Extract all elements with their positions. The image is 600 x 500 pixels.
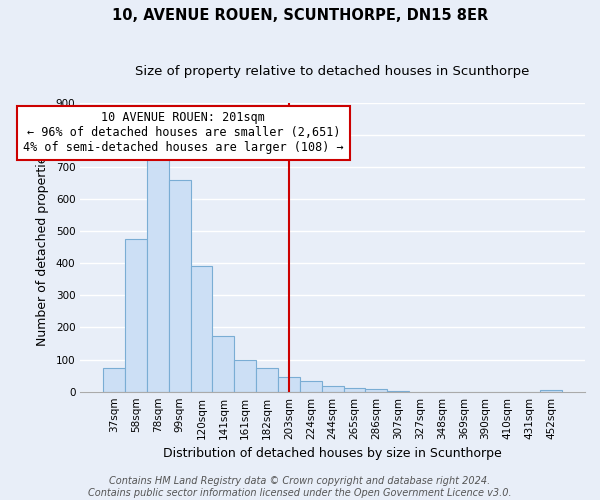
Bar <box>212 336 235 392</box>
Bar <box>147 154 169 392</box>
Y-axis label: Number of detached properties: Number of detached properties <box>36 148 49 346</box>
Bar <box>191 266 212 392</box>
Title: Size of property relative to detached houses in Scunthorpe: Size of property relative to detached ho… <box>136 65 530 78</box>
Bar <box>169 180 191 392</box>
Bar <box>103 368 125 392</box>
Bar <box>235 360 256 392</box>
Bar <box>344 388 365 392</box>
Bar <box>278 376 300 392</box>
Bar <box>387 390 409 392</box>
Text: Contains HM Land Registry data © Crown copyright and database right 2024.
Contai: Contains HM Land Registry data © Crown c… <box>88 476 512 498</box>
Bar <box>540 390 562 392</box>
Bar <box>322 386 344 392</box>
Bar <box>365 390 387 392</box>
Bar <box>125 239 147 392</box>
Bar <box>300 381 322 392</box>
Text: 10, AVENUE ROUEN, SCUNTHORPE, DN15 8ER: 10, AVENUE ROUEN, SCUNTHORPE, DN15 8ER <box>112 8 488 22</box>
Bar <box>256 368 278 392</box>
Text: 10 AVENUE ROUEN: 201sqm
← 96% of detached houses are smaller (2,651)
4% of semi-: 10 AVENUE ROUEN: 201sqm ← 96% of detache… <box>23 112 344 154</box>
X-axis label: Distribution of detached houses by size in Scunthorpe: Distribution of detached houses by size … <box>163 447 502 460</box>
